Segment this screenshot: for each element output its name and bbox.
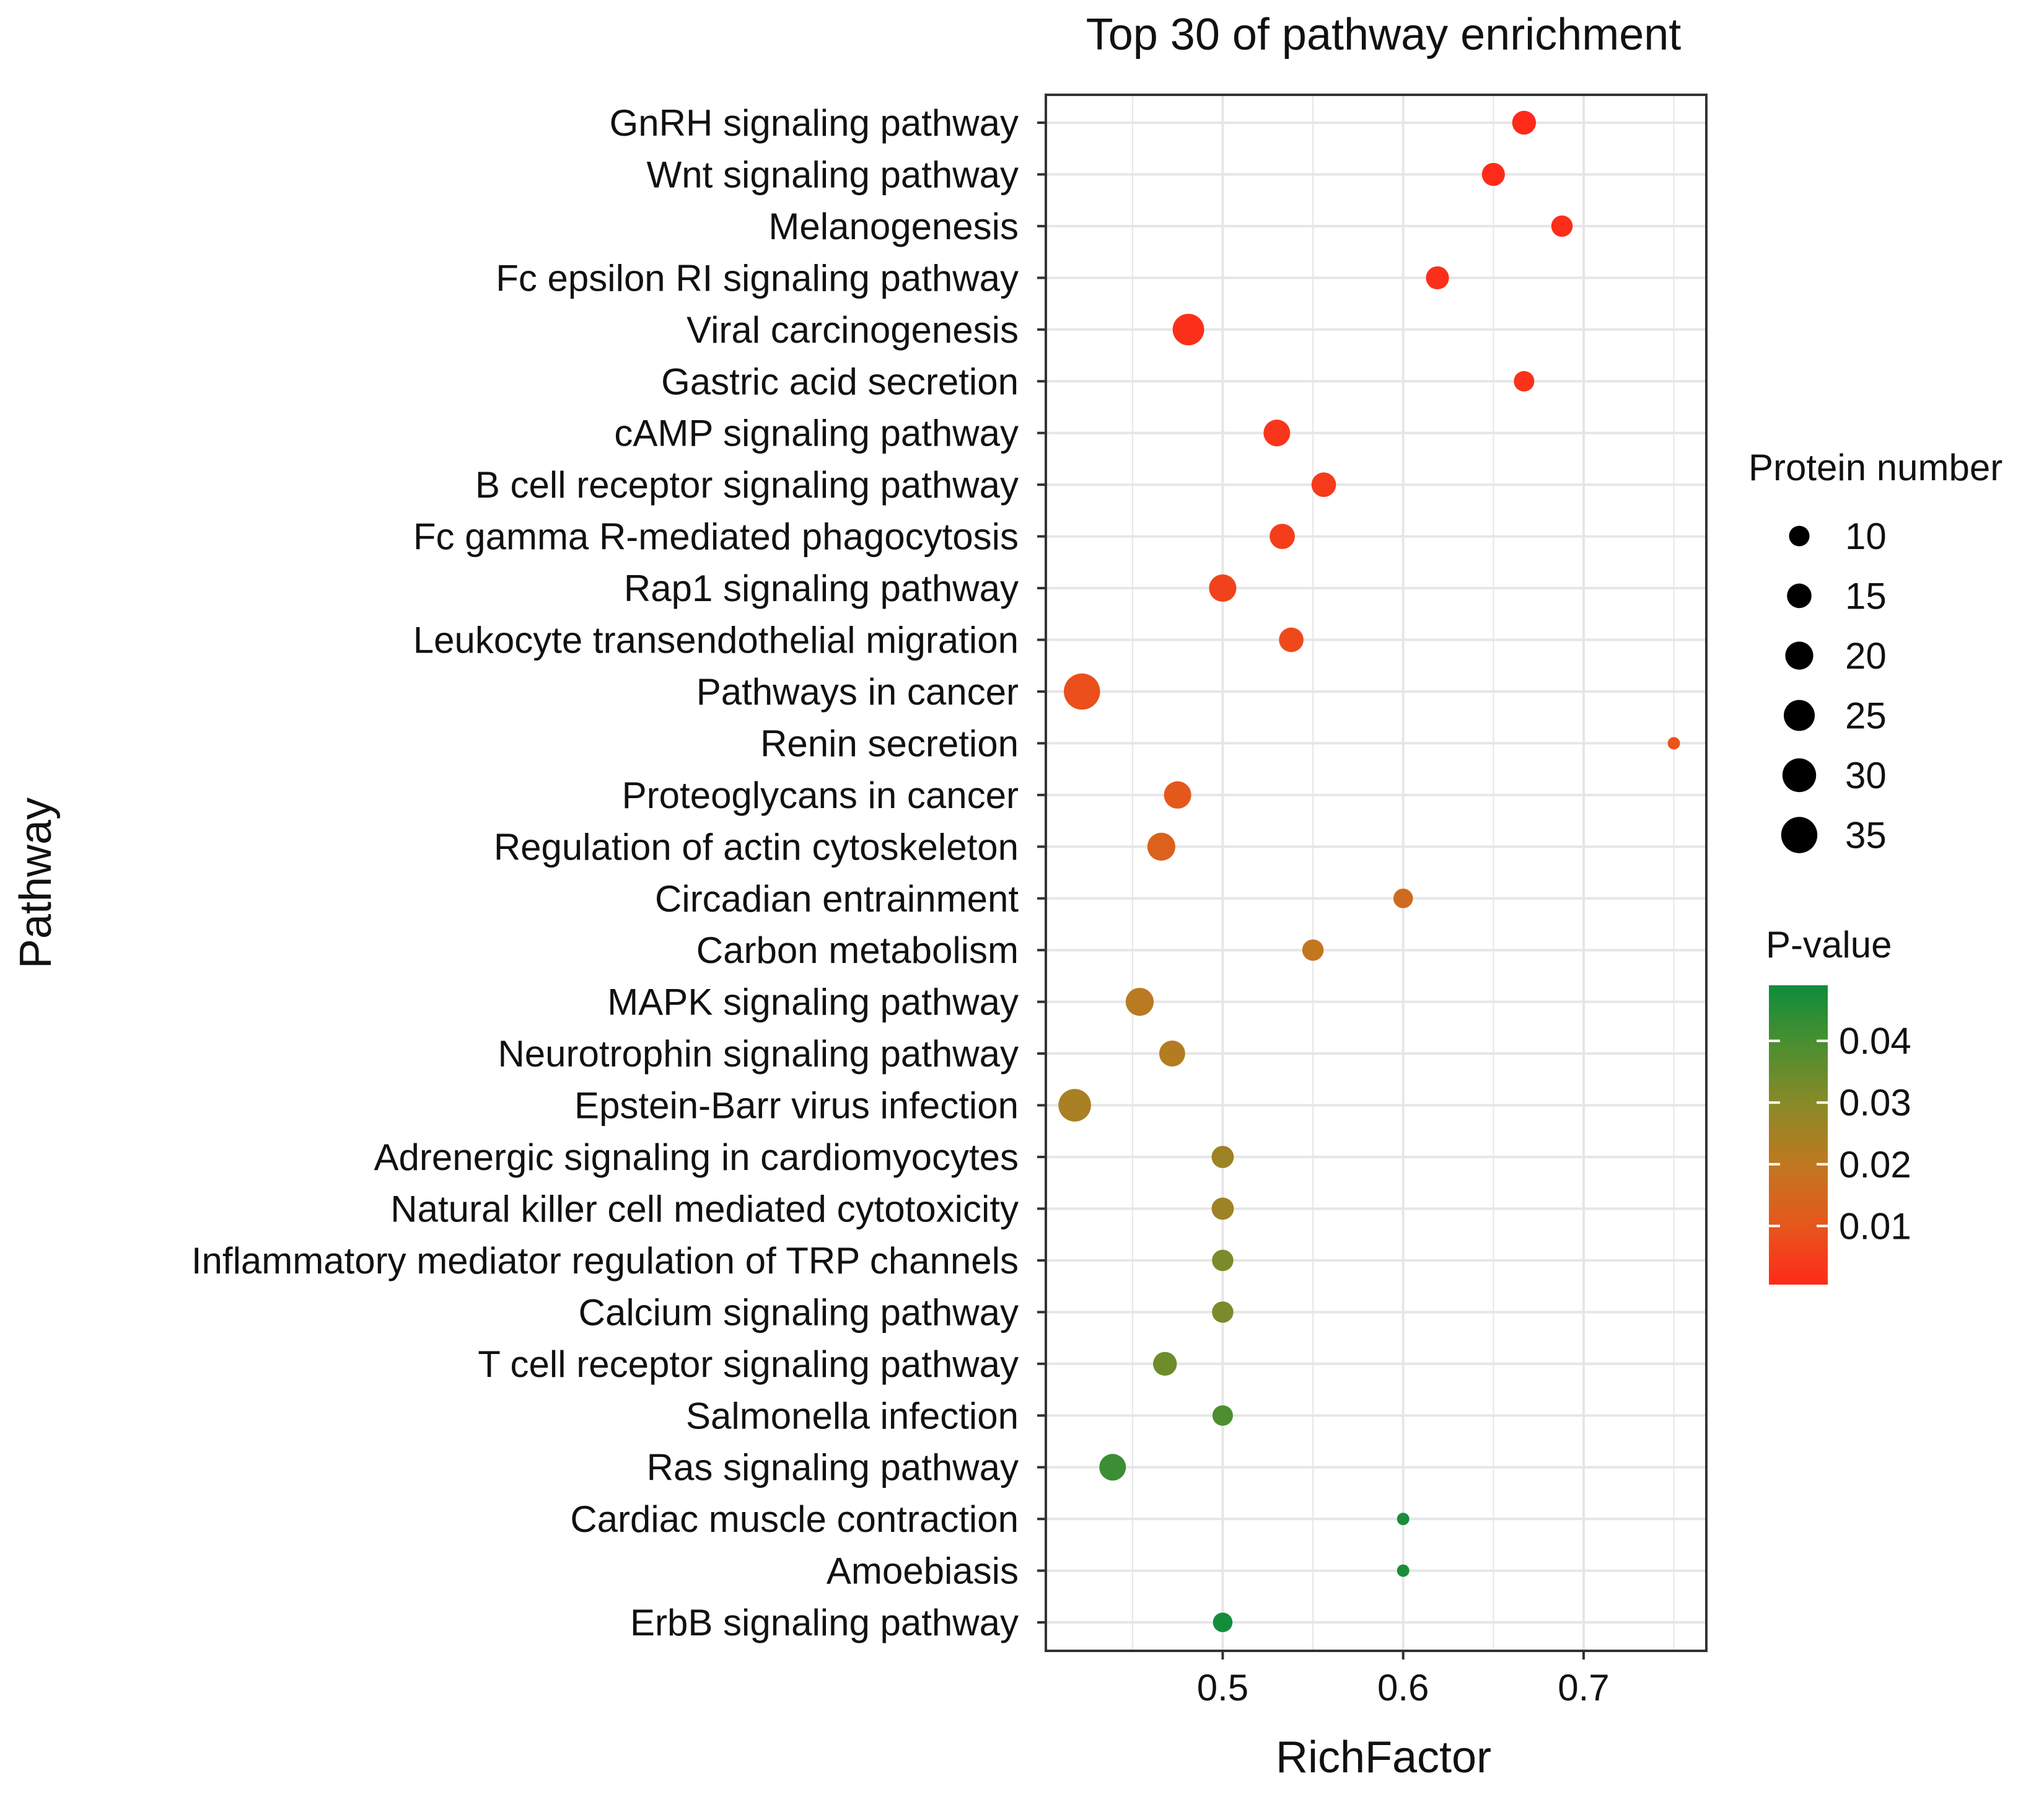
data-point [1270, 524, 1295, 549]
data-point [1279, 627, 1304, 653]
y-tick-label: Neurotrophin signaling pathway [498, 1033, 1019, 1075]
data-point [1172, 314, 1204, 346]
y-tick-label: Inflammatory mediator regulation of TRP … [191, 1240, 1019, 1282]
grid-lines [1046, 95, 1706, 1651]
y-tick-label: Melanogenesis [768, 206, 1019, 247]
y-tick-label: Renin secretion [760, 723, 1019, 764]
color-legend-title: P-value [1766, 924, 1892, 965]
data-point [1302, 939, 1324, 961]
size-legend-dot [1789, 525, 1810, 547]
y-tick-label: Amoebiasis [827, 1550, 1019, 1592]
chart-title: Top 30 of pathway enrichment [1086, 10, 1682, 59]
x-axis: 0.5 0.6 0.7 [1197, 1651, 1610, 1708]
data-point [1211, 1197, 1234, 1220]
size-legend-title: Protein number [1748, 447, 2002, 488]
y-tick-label: MAPK signaling pathway [607, 982, 1019, 1023]
size-legend-label: 35 [1845, 815, 1887, 856]
data-point [1211, 1146, 1234, 1168]
size-legend-dot [1787, 583, 1812, 609]
y-tick-label: B cell receptor signaling pathway [475, 464, 1019, 506]
y-tick-label: Cardiac muscle contraction [570, 1498, 1019, 1540]
y-tick-label: Proteoglycans in cancer [622, 775, 1019, 816]
size-legend-dot [1784, 700, 1815, 731]
y-tick-label: Ras signaling pathway [647, 1447, 1019, 1488]
y-tick-label: Fc gamma R-mediated phagocytosis [413, 516, 1019, 558]
size-legend-label: 25 [1845, 695, 1887, 737]
y-tick-label: Viral carcinogenesis [686, 309, 1019, 351]
size-legend-label: 10 [1845, 516, 1887, 557]
size-legend-label: 20 [1845, 635, 1887, 677]
data-point [1125, 988, 1154, 1016]
data-point [1159, 1040, 1185, 1067]
x-tick-label: 0.5 [1197, 1667, 1248, 1708]
y-tick-label: Wnt signaling pathway [647, 154, 1019, 195]
y-tick-label: Rap1 signaling pathway [624, 568, 1019, 609]
data-point [1064, 673, 1100, 710]
data-point [1393, 888, 1413, 908]
size-legend-dot [1785, 641, 1814, 670]
y-tick-label: Salmonella infection [686, 1395, 1019, 1436]
size-legend-label: 30 [1845, 755, 1887, 796]
colorbar-tick-label: 0.03 [1839, 1082, 1911, 1123]
data-point [1551, 215, 1573, 237]
data-points [1058, 110, 1680, 1632]
size-legend-dot [1782, 758, 1817, 793]
colorbar-tick-label: 0.01 [1839, 1205, 1911, 1247]
y-tick-label: Fc epsilon RI signaling pathway [496, 257, 1019, 299]
data-point [1212, 1405, 1233, 1426]
y-axis-title: Pathway [11, 798, 61, 969]
data-point [1213, 1612, 1233, 1632]
data-point [1263, 420, 1291, 447]
data-point [1058, 1089, 1091, 1122]
size-legend-label: 15 [1845, 576, 1887, 617]
y-tick-label: ErbB signaling pathway [630, 1602, 1019, 1643]
data-point [1212, 1301, 1234, 1323]
y-tick-label: Pathways in cancer [696, 671, 1019, 713]
data-point [1397, 1564, 1410, 1577]
data-point [1397, 1513, 1410, 1526]
size-legend-dot [1781, 817, 1818, 853]
y-tick-label: Leukocyte transendothelial migration [413, 620, 1019, 661]
size-legend: Protein number 10 15 20 25 30 35 [1748, 447, 2002, 856]
y-tick-label: Natural killer cell mediated cytotoxicit… [390, 1188, 1019, 1229]
colorbar [1769, 985, 1828, 1285]
data-point [1153, 1352, 1177, 1376]
plot-panel [1045, 94, 1708, 1652]
x-tick-label: 0.6 [1377, 1667, 1429, 1708]
data-point [1212, 1249, 1234, 1272]
data-point [1209, 574, 1237, 602]
data-point [1099, 1454, 1126, 1481]
y-tick-label: Carbon metabolism [696, 930, 1019, 971]
y-tick-label: Calcium signaling pathway [579, 1291, 1019, 1333]
data-point [1164, 781, 1191, 809]
y-axis: GnRH signaling pathway Wnt signaling path… [191, 102, 1046, 1643]
data-point [1667, 737, 1680, 750]
colorbar-tick-label: 0.04 [1839, 1021, 1911, 1062]
y-tick-label: Epstein-Barr virus infection [574, 1085, 1019, 1127]
y-tick-label: GnRH signaling pathway [610, 102, 1019, 144]
data-point [1311, 472, 1336, 497]
colorbar-tick-label: 0.02 [1839, 1144, 1911, 1185]
data-point [1514, 371, 1535, 392]
y-tick-label: Gastric acid secretion [661, 361, 1019, 402]
data-point [1147, 832, 1175, 861]
y-tick-label: Regulation of actin cytoskeleton [494, 826, 1019, 868]
y-tick-label: cAMP signaling pathway [614, 413, 1019, 454]
color-legend: P-value 0.01 0.02 0.03 0.04 [1766, 924, 1911, 1285]
x-tick-label: 0.7 [1558, 1667, 1609, 1708]
data-point [1426, 266, 1449, 289]
y-tick-label: Circadian entrainment [655, 878, 1019, 920]
data-point [1481, 162, 1505, 187]
y-tick-label: Adrenergic signaling in cardiomyocytes [374, 1137, 1019, 1178]
y-tick-label: T cell receptor signaling pathway [478, 1343, 1019, 1385]
data-point [1512, 110, 1537, 135]
x-axis-title: RichFactor [1276, 1733, 1491, 1782]
